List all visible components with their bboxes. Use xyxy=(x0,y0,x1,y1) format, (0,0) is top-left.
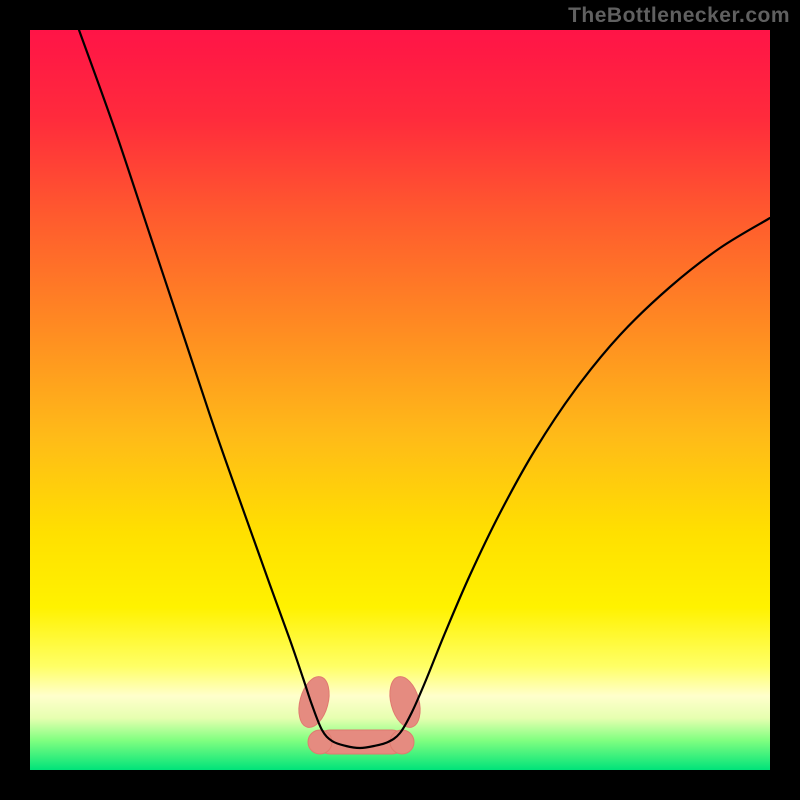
watermark-text: TheBottlenecker.com xyxy=(568,4,790,28)
chart-svg xyxy=(0,0,800,800)
plot-area xyxy=(30,30,770,770)
